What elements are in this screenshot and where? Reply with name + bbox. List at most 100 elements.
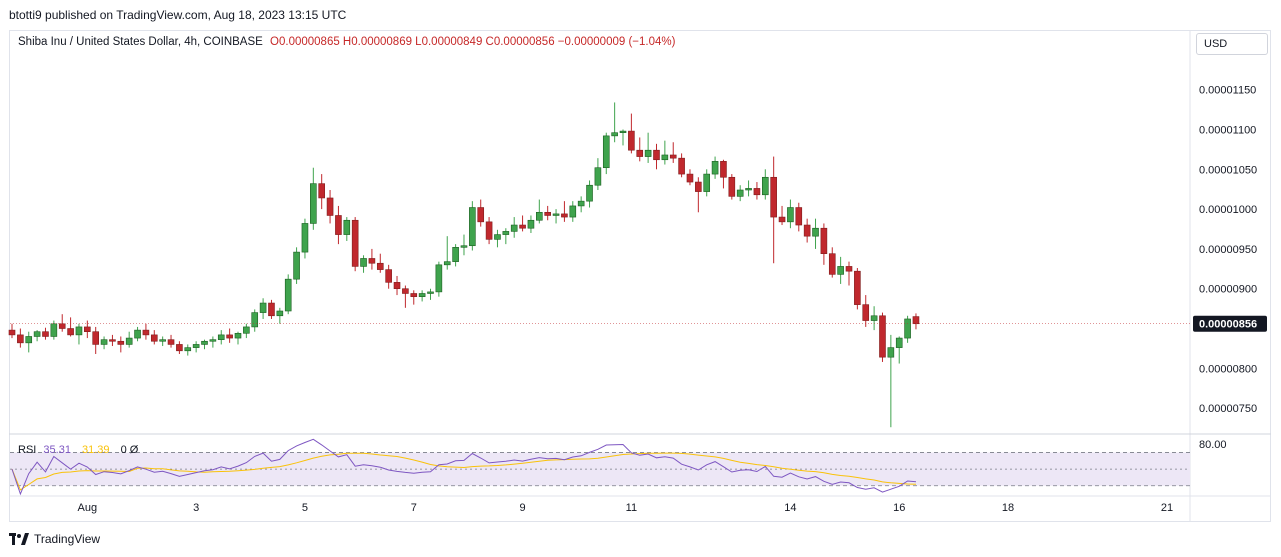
candle-body [301,223,309,253]
ohlc-values: O0.00000865 H0.00000869 L0.00000849 C0.0… [270,36,676,48]
candle [134,326,141,342]
candle-body [736,189,744,197]
candle [234,331,242,345]
candle-body [360,258,367,267]
price-tick-label: 0.00001150 [1199,85,1256,97]
candle-body [895,337,903,348]
candle [125,331,133,348]
tradingview-logo-icon [9,533,29,545]
candle [728,174,736,200]
candle [318,174,325,210]
candle [67,317,74,337]
candle [720,159,727,189]
candle-body [862,304,870,321]
candle [485,217,493,245]
candle-body [410,293,418,297]
candle-body [711,161,719,175]
candle-body [226,334,233,339]
candle-body [234,332,242,339]
candle [159,336,166,347]
candle [879,312,886,362]
candle [862,295,870,327]
candle-layer [8,102,920,428]
rsi-label: RSI [18,444,37,456]
price-tick-label: 0.00001100 [1199,125,1256,137]
tradingview-brand: TradingView [9,532,100,546]
candle [192,341,200,353]
candle [50,320,58,340]
axis-layer: 0.000012000.000011500.000011000.00001050… [10,45,1267,514]
candle-body [75,326,83,336]
candle-body [552,213,560,216]
candle-body [284,278,292,312]
candle-body [728,176,736,197]
candle [904,315,911,343]
candle [176,341,183,354]
candle-body [820,227,828,254]
candle [17,328,24,348]
candle [443,236,451,270]
rsi-legend[interactable]: RSI 35.31 31.39 0 Ø [18,444,138,456]
candle [619,129,627,146]
candle [109,334,116,347]
candle-body [335,215,342,235]
candle [745,180,752,197]
candle [393,275,401,296]
candle [251,309,259,332]
candle [209,336,217,348]
rsi-value: 35.31 [43,444,71,456]
candle-body [276,310,284,317]
candle [117,336,125,353]
current-price-badge [1193,315,1267,332]
candle-body [745,188,752,191]
candle [217,330,225,345]
candle-body [243,326,250,334]
candle [519,215,526,232]
candle-body [209,339,217,342]
chart-frame[interactable] [9,30,1271,522]
candle [502,228,510,245]
candle [661,140,669,165]
candle [828,247,836,278]
candle [837,256,844,284]
symbol-legend[interactable]: Shiba Inu / United States Dollar, 4h, CO… [18,36,675,48]
candle-body [92,331,99,345]
candle-body [527,219,535,229]
date-tick-label: 14 [784,502,796,514]
candle-body [510,224,518,232]
candle [887,334,895,428]
candle-body [318,183,325,199]
candle [167,334,175,348]
candle-body [343,219,351,235]
brand-name: TradingView [34,532,101,546]
candle [510,217,518,238]
candle [310,167,317,230]
candle [469,201,476,251]
candle [795,202,803,232]
candle [912,313,920,330]
price-tick-label: 0.00000950 [1199,244,1257,256]
candle-body [268,302,275,317]
candle [460,234,468,256]
candle [92,326,99,354]
candle-body [460,245,468,248]
candle [452,244,459,267]
candle [376,253,384,273]
candle-body [812,227,819,237]
candle-body [586,184,593,202]
candle [360,255,367,273]
date-tick-label: Aug [78,502,98,514]
candle-body [351,219,359,267]
candle-body [720,161,727,178]
price-tick-label: 0.00000900 [1199,284,1257,296]
candle-body [519,224,526,229]
candle-body [561,213,568,218]
candle-body [125,337,133,345]
candle [201,339,208,350]
candle-body [761,176,769,196]
candle-body [577,200,585,207]
candle [803,218,811,243]
candle [736,185,744,202]
currency-button[interactable]: USD [1196,33,1268,55]
